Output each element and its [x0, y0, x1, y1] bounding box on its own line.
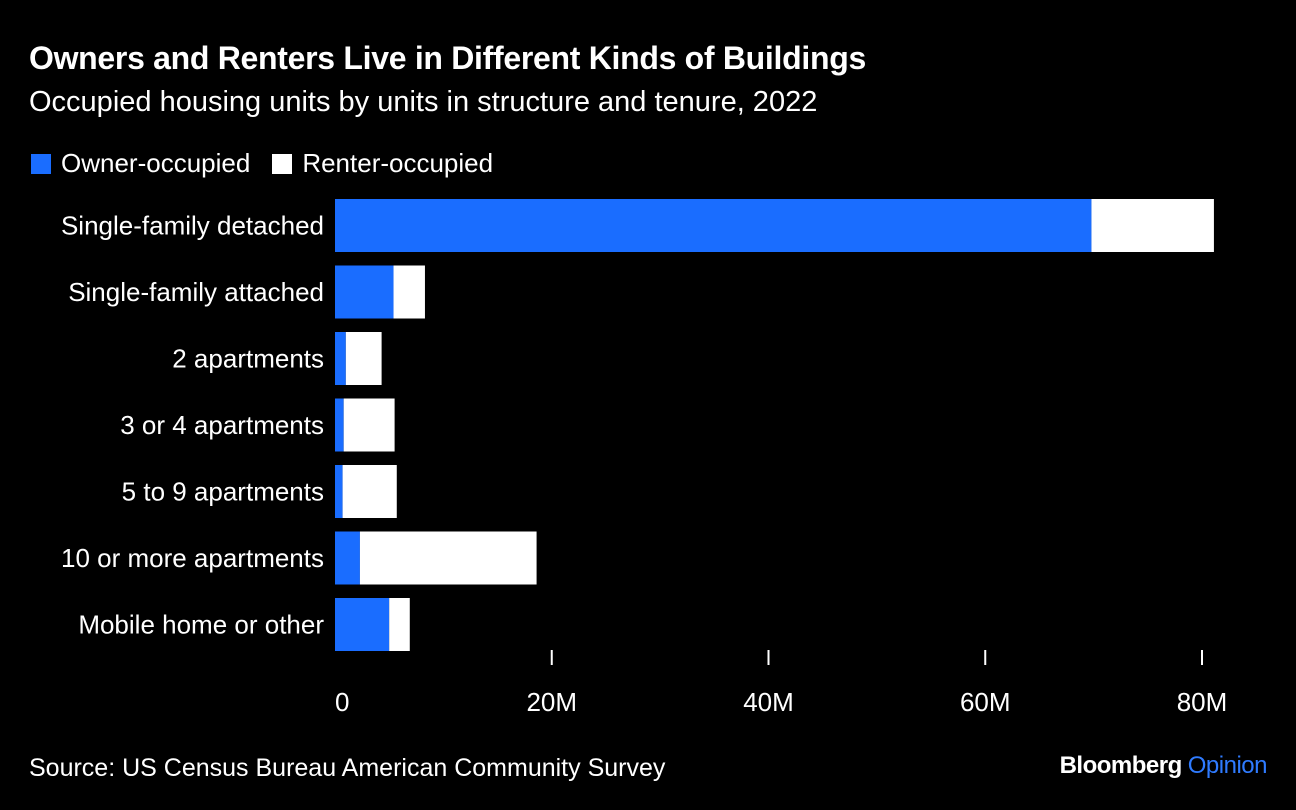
chart-subtitle: Occupied housing units by units in struc… — [29, 86, 818, 118]
bar-segment-renter — [393, 265, 425, 319]
category-label: 3 or 4 apartments — [120, 410, 324, 440]
bar-segment-owner — [335, 199, 1092, 252]
category-label: 2 apartments — [172, 344, 324, 374]
source-note: Source: US Census Bureau American Commun… — [29, 754, 666, 782]
bar-segment-owner — [335, 332, 346, 385]
bar-segment-owner — [335, 265, 394, 319]
legend-item-owner: Owner-occupied — [31, 148, 250, 179]
bar-segment-owner — [335, 598, 390, 651]
bar-segment-renter — [1091, 199, 1214, 252]
bar-segment-renter — [345, 332, 382, 385]
category-label: Single-family detached — [61, 211, 324, 241]
legend-label-renter: Renter-occupied — [302, 148, 494, 178]
legend-item-renter: Renter-occupied — [272, 148, 493, 179]
legend-swatch-renter — [272, 153, 293, 174]
x-tick-label: 0 — [335, 687, 349, 717]
chart-title: Owners and Renters Live in Different Kin… — [29, 40, 866, 76]
bar-segment-renter — [343, 398, 395, 452]
x-tick-label: 80M — [1177, 687, 1228, 717]
x-tick-label: 40M — [743, 687, 794, 717]
category-label: Single-family attached — [68, 277, 324, 307]
bar-segment-owner — [335, 465, 343, 518]
bar-segment-renter — [342, 465, 397, 518]
legend-swatch-owner — [31, 153, 51, 174]
bar-segment-renter — [359, 531, 537, 585]
bar-segment-owner — [335, 398, 344, 452]
brand-suffix: Opinion — [1187, 752, 1268, 779]
category-label: Mobile home or other — [78, 610, 324, 640]
bar-segment-renter — [389, 598, 410, 651]
category-label: 5 to 9 apartments — [122, 477, 324, 507]
category-label: 10 or more apartments — [61, 543, 324, 573]
bar-segment-owner — [335, 531, 360, 585]
brand-name: Bloomberg — [1059, 752, 1183, 779]
brand-logo: Bloomberg Opinion — [1059, 752, 1268, 780]
legend-label-owner: Owner-occupied — [61, 148, 251, 178]
x-tick-label: 60M — [960, 687, 1011, 717]
x-tick-label: 20M — [526, 687, 577, 717]
legend: Owner-occupied Renter-occupied — [31, 148, 515, 179]
